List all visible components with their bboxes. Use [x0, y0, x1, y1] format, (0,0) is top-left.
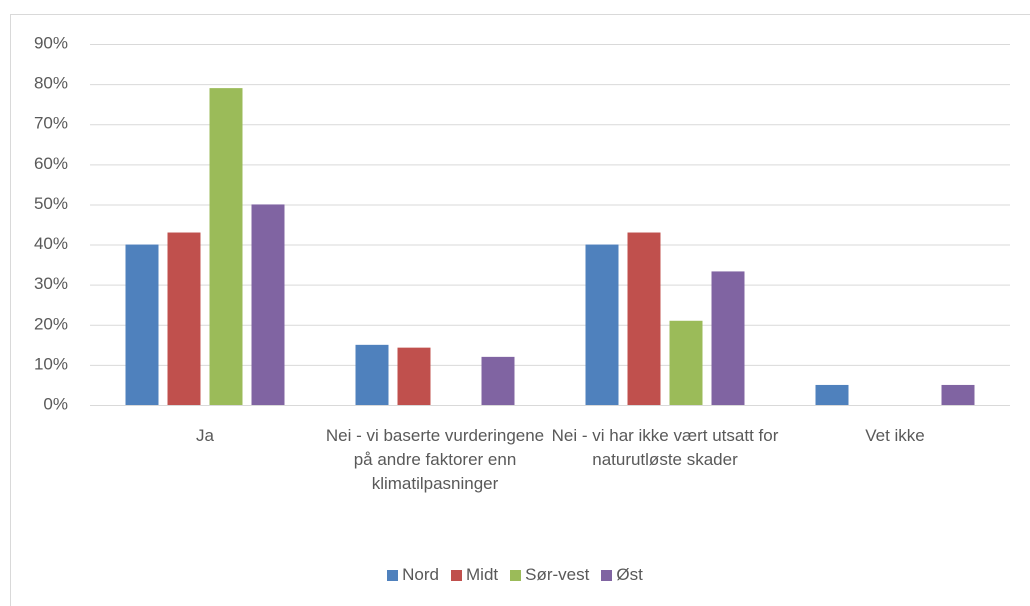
y-tick-label: 50%	[34, 194, 68, 213]
bar	[669, 320, 703, 405]
x-tick-label: Nei - vi baserte vurderingene på andre f…	[325, 426, 545, 493]
legend-item: Sør-vest	[510, 565, 589, 585]
y-tick-label: 90%	[34, 33, 68, 52]
legend-swatch	[451, 569, 463, 581]
y-tick-label: 30%	[34, 274, 68, 293]
legend-label: Øst	[616, 565, 643, 584]
legend: Nord Midt Sør-vest Øst	[0, 565, 1030, 585]
y-tick-label: 40%	[34, 234, 68, 253]
legend-item: Midt	[451, 565, 498, 585]
bar	[251, 204, 285, 405]
legend-swatch	[387, 569, 399, 581]
legend-label: Nord	[402, 565, 440, 584]
legend-label: Sør-vest	[525, 565, 590, 584]
legend-item: Nord	[387, 565, 439, 585]
bar	[627, 232, 661, 405]
legend-swatch	[510, 569, 522, 581]
bar	[167, 232, 201, 405]
x-tick-label: Ja	[196, 426, 214, 445]
bar	[711, 271, 745, 405]
y-tick-label: 80%	[34, 74, 68, 93]
x-tick-label: Vet ikke	[865, 426, 925, 445]
bar	[397, 347, 431, 405]
y-tick-label: 10%	[34, 354, 68, 373]
bar	[125, 244, 159, 405]
chart-frame	[10, 14, 1030, 606]
y-tick-label: 70%	[34, 114, 68, 133]
x-tick-label: Nei - vi har ikke vært utsatt for naturu…	[551, 426, 779, 469]
legend-swatch	[601, 569, 613, 581]
bar	[585, 244, 619, 405]
legend-label: Midt	[466, 565, 499, 584]
y-tick-label: 0%	[43, 394, 68, 413]
y-tick-label: 20%	[34, 314, 68, 333]
bar	[481, 356, 515, 405]
legend-item: Øst	[601, 565, 643, 585]
bar	[815, 384, 849, 405]
bar	[941, 384, 975, 405]
bar	[355, 344, 389, 405]
y-tick-label: 60%	[34, 154, 68, 173]
bar	[209, 88, 243, 405]
